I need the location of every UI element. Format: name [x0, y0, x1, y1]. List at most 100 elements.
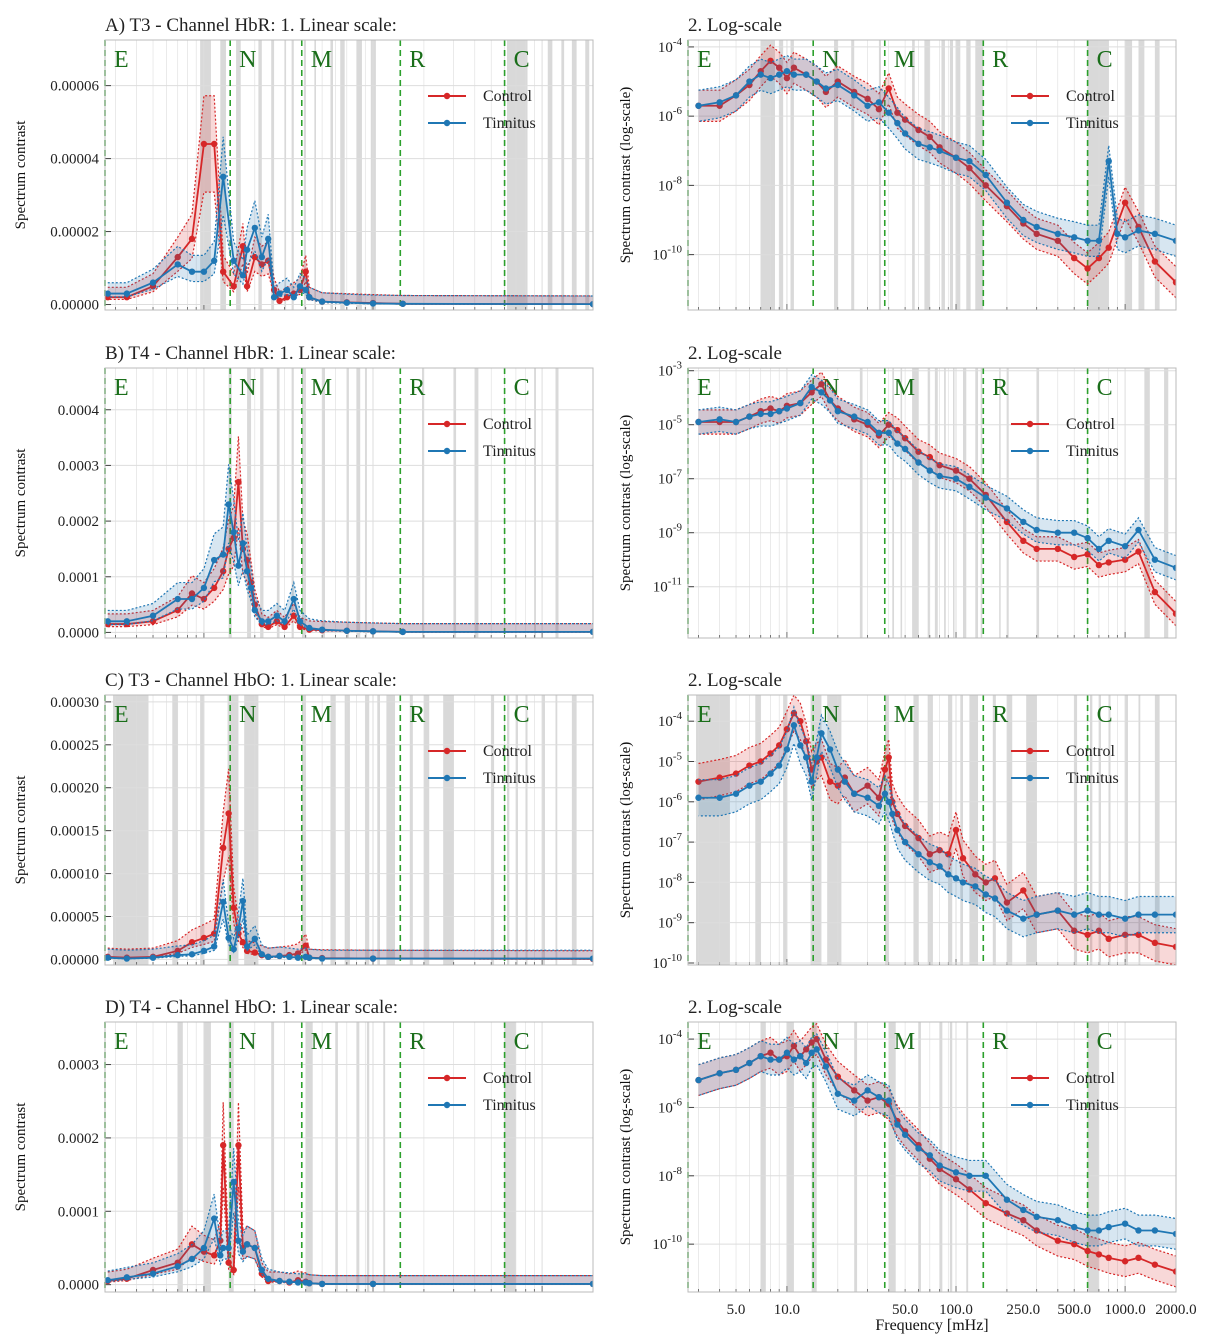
control-point	[1033, 1227, 1040, 1234]
tinnitus-point	[1095, 545, 1103, 553]
tinnitus-point	[757, 410, 764, 418]
tinnitus-point	[251, 1244, 259, 1252]
shaded-region	[409, 695, 413, 965]
tinnitus-point	[915, 850, 922, 858]
tinnitus-point	[881, 790, 889, 797]
tinnitus-point	[716, 794, 723, 801]
panel-title: 2. Log-scale	[688, 15, 782, 36]
tinnitus-point	[149, 612, 157, 619]
control-point	[1135, 931, 1142, 938]
tinnitus-point	[875, 802, 883, 810]
tinnitus-point	[318, 1280, 326, 1288]
control-point	[219, 268, 227, 275]
tinnitus-confidence-band	[698, 55, 1176, 257]
y-tick-label: 10-6	[658, 1096, 683, 1116]
legend-label-tinnitus: Tinnitus	[483, 443, 536, 460]
legend-label-tinnitus: Tinnitus	[1066, 115, 1119, 132]
tinnitus-point	[1020, 216, 1027, 224]
tinnitus-point	[219, 551, 227, 558]
tinnitus-point	[188, 951, 196, 958]
shaded-region	[200, 40, 211, 310]
y-axis-label: Spectrum contrast	[13, 448, 29, 558]
control-point	[219, 844, 227, 852]
shaded-region	[966, 1022, 969, 1292]
tinnitus-point	[757, 778, 764, 785]
panel-a-log: 10-4 10-6 10-8 10-10 E N M R C Control Tinnitus 2. …	[618, 15, 1177, 311]
y-tick-label: 0.00002	[50, 225, 99, 241]
shaded-region	[918, 1022, 921, 1292]
tinnitus-point	[1095, 1227, 1103, 1234]
control-point	[775, 64, 783, 71]
tinnitus-point	[219, 898, 227, 906]
shaded-region	[941, 40, 945, 310]
shaded-region	[884, 695, 889, 965]
tinnitus-point	[790, 722, 798, 729]
control-point	[1151, 588, 1159, 596]
y-tick-label: 10-8	[658, 871, 683, 891]
band-label-r: R	[409, 47, 425, 73]
shaded-region	[284, 40, 287, 310]
tinnitus-point	[239, 540, 247, 547]
tinnitus-point	[875, 1093, 883, 1101]
control-point	[767, 750, 774, 757]
control-point	[875, 794, 883, 801]
shaded-region	[335, 1022, 338, 1292]
shaded-region	[330, 695, 336, 965]
tinnitus-point	[258, 618, 266, 625]
shaded-region	[356, 1022, 360, 1292]
tinnitus-point	[265, 953, 272, 961]
control-point	[230, 904, 237, 912]
axes-frame	[687, 367, 1177, 639]
band-label-e: E	[114, 1029, 129, 1055]
control-point	[790, 1042, 798, 1050]
control-point	[818, 381, 825, 388]
control-point	[1121, 556, 1129, 563]
control-point	[1084, 265, 1091, 272]
control-point	[265, 623, 272, 631]
x-axis-label: Frequency [mHz]	[875, 1317, 988, 1334]
control-point	[1151, 939, 1159, 947]
x-tick-label: 50.0	[892, 1302, 918, 1318]
tinnitus-point	[1070, 234, 1078, 241]
tinnitus-point	[1003, 1196, 1011, 1203]
panel-title: C) T3 - Channel HbO: 1. Linear scale:	[105, 670, 397, 691]
tinnitus-point	[174, 951, 181, 959]
shaded-region	[992, 695, 996, 965]
band-label-c: C	[1097, 702, 1113, 728]
tinnitus-point	[797, 1052, 804, 1060]
shaded-region	[271, 40, 275, 310]
shaded-region	[927, 368, 930, 638]
tinnitus-point	[369, 955, 377, 962]
panel-title: D) T4 - Channel HbO: 1. Linear scale:	[105, 997, 398, 1018]
shaded-region	[443, 695, 454, 965]
control-point	[881, 766, 889, 773]
y-tick-label: 10-10	[652, 244, 682, 264]
tinnitus-point	[790, 71, 798, 78]
shaded-region	[301, 695, 306, 965]
y-axis-label: Spectrum contrast	[13, 1102, 29, 1212]
shaded-region	[1138, 40, 1145, 310]
control-point	[991, 875, 999, 882]
tinnitus-point	[243, 1241, 251, 1248]
tinnitus-point	[243, 567, 251, 575]
shaded-region	[755, 695, 761, 965]
tinnitus-point	[286, 1278, 293, 1285]
legend: Control Tinnitus	[1011, 88, 1119, 132]
band-label-n: N	[822, 702, 839, 728]
tinnitus-point	[851, 1097, 858, 1104]
series-group	[105, 1102, 593, 1288]
control-point	[851, 1087, 858, 1094]
tinnitus-point	[265, 1275, 272, 1282]
control-point	[732, 770, 740, 777]
tinnitus-point	[695, 102, 702, 109]
shaded-region	[386, 695, 396, 965]
tinnitus-point	[875, 429, 883, 436]
shaded-region	[1108, 695, 1111, 965]
shaded-region	[383, 1022, 386, 1292]
tinnitus-point	[1105, 537, 1112, 544]
tinnitus-point	[251, 606, 259, 614]
y-axis-label: Spectrum contrast (log-scale)	[618, 742, 634, 919]
tinnitus-point	[901, 130, 909, 137]
control-point	[746, 762, 753, 769]
tinnitus-point	[952, 154, 960, 161]
